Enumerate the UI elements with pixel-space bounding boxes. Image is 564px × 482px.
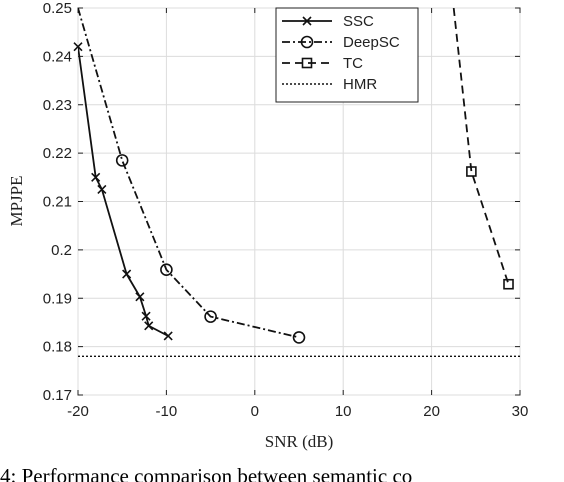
- marker-ssc: [163, 331, 173, 341]
- y-axis-label: MPJPE: [7, 175, 26, 226]
- y-tick-label: 0.23: [43, 97, 72, 114]
- y-tick-label: 0.24: [43, 48, 72, 65]
- y-tick-label: 0.25: [43, 0, 72, 17]
- figure-caption: 4: Performance comparison between semant…: [0, 464, 413, 482]
- marker-deepsc: [204, 310, 217, 323]
- marker-tc: [503, 278, 514, 290]
- ticks: -20 -10 0 10 20 30 0.17 0.18 0.19 0.2 0.21 0.22 0.23…: [43, 0, 529, 420]
- marker-ssc: [91, 172, 101, 182]
- y-tick-label: 0.22: [43, 145, 72, 162]
- legend-box: [275, 7, 419, 103]
- legend-marker-tc: [301, 57, 313, 69]
- y-tick-label: 0.21: [43, 194, 72, 211]
- marker-ssc: [97, 184, 107, 194]
- legend-label-ssc: SSC: [343, 13, 374, 30]
- series-layer: [73, 8, 520, 357]
- legend-label-hmr: HMR: [343, 76, 377, 93]
- marker-deepsc: [292, 331, 306, 344]
- legend-marker-deepsc: [300, 35, 314, 49]
- x-tick-label: 20: [423, 403, 440, 420]
- x-tick-label: 0: [251, 403, 259, 420]
- series-ssc: [73, 42, 173, 341]
- marker-ssc: [73, 42, 83, 52]
- marker-deepsc: [160, 263, 173, 277]
- series-deepsc: [78, 8, 306, 344]
- y-tick-label: 0.17: [43, 387, 72, 404]
- y-tick-label: 0.2: [51, 242, 72, 259]
- y-tick-label: 0.19: [43, 290, 72, 307]
- marker-ssc: [135, 292, 145, 302]
- x-tick-label: -10: [156, 403, 178, 420]
- marker-ssc: [122, 269, 132, 279]
- x-tick-label: 10: [335, 403, 352, 420]
- series-tc: [452, 8, 514, 290]
- x-axis-label: SNR (dB): [265, 432, 333, 451]
- line-tc: [452, 8, 510, 285]
- legend: SSC DeepSC TC HMR: [275, 7, 419, 103]
- legend-marker-ssc: [302, 16, 312, 26]
- line-deepsc: [78, 8, 300, 339]
- y-tick-label: 0.18: [43, 339, 72, 356]
- marker-ssc: [141, 311, 151, 321]
- legend-label-tc: TC: [343, 55, 363, 72]
- line-ssc: [78, 46, 169, 337]
- marker-tc: [466, 166, 477, 177]
- marker-deepsc: [115, 154, 129, 167]
- marker-ssc: [144, 321, 154, 331]
- x-tick-label: -20: [67, 403, 89, 420]
- legend-label-deepsc: DeepSC: [343, 34, 400, 51]
- x-tick-label: 30: [512, 403, 529, 420]
